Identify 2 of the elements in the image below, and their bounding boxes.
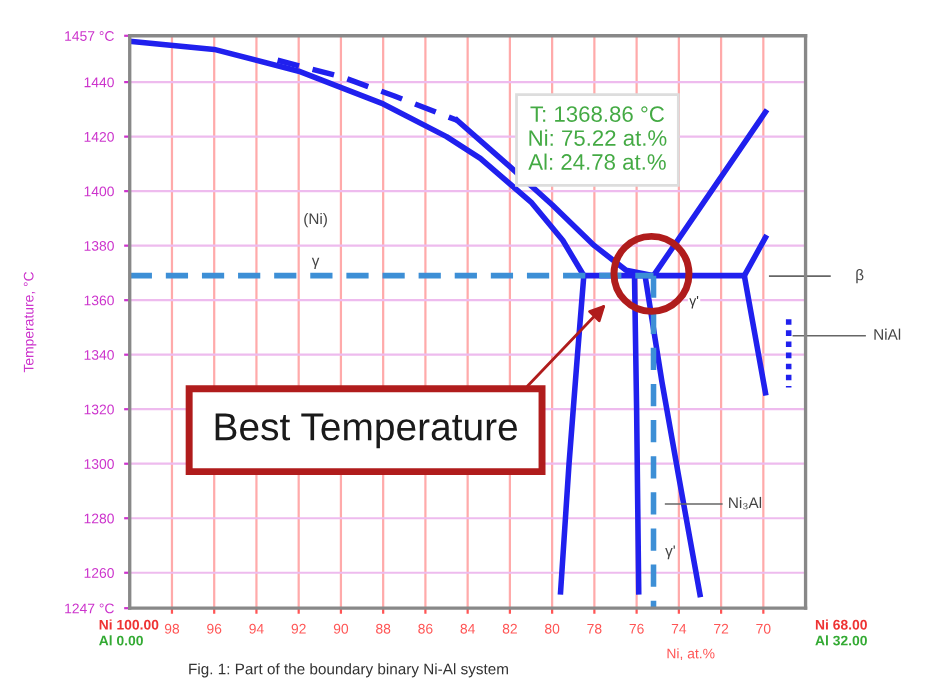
annotation: T: 1368.86 °C Ni: 75.22 at.% Al: 24.78 at.% bbox=[528, 106, 667, 170]
annotation: Best Temperature bbox=[215, 413, 517, 449]
